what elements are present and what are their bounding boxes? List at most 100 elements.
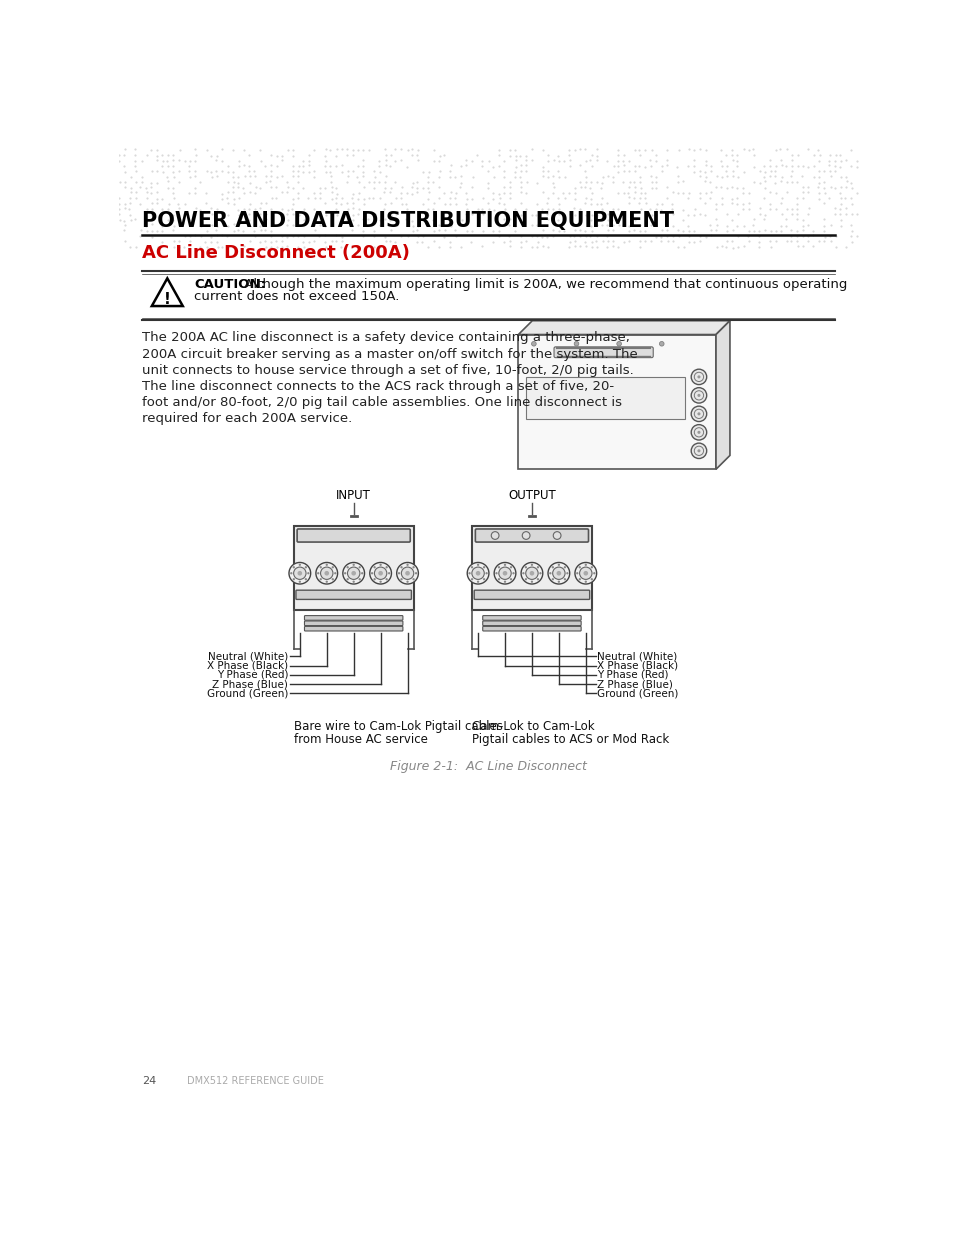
Polygon shape xyxy=(517,321,729,335)
Circle shape xyxy=(691,425,706,440)
Circle shape xyxy=(298,563,301,566)
Text: X Phase (Black): X Phase (Black) xyxy=(597,661,678,671)
Circle shape xyxy=(552,567,564,579)
Circle shape xyxy=(471,566,473,568)
Circle shape xyxy=(538,572,541,574)
Circle shape xyxy=(524,566,526,568)
Circle shape xyxy=(342,562,364,584)
Circle shape xyxy=(319,566,321,568)
Circle shape xyxy=(495,572,497,574)
Circle shape xyxy=(551,566,554,568)
Circle shape xyxy=(476,563,478,566)
Circle shape xyxy=(563,566,565,568)
Circle shape xyxy=(297,571,302,576)
Circle shape xyxy=(578,578,580,580)
Circle shape xyxy=(691,369,706,384)
FancyBboxPatch shape xyxy=(482,621,580,626)
Circle shape xyxy=(512,572,515,574)
Circle shape xyxy=(412,578,415,580)
Circle shape xyxy=(566,572,568,574)
Circle shape xyxy=(525,567,537,579)
Circle shape xyxy=(468,572,470,574)
Circle shape xyxy=(551,578,554,580)
Circle shape xyxy=(503,580,506,583)
Circle shape xyxy=(471,578,473,580)
Polygon shape xyxy=(716,321,729,469)
Circle shape xyxy=(529,571,534,576)
Circle shape xyxy=(379,580,381,583)
Circle shape xyxy=(691,388,706,403)
Circle shape xyxy=(353,580,355,583)
Text: Neutral (White): Neutral (White) xyxy=(208,651,288,662)
Circle shape xyxy=(509,578,512,580)
Circle shape xyxy=(521,572,524,574)
Circle shape xyxy=(547,562,569,584)
Circle shape xyxy=(400,578,402,580)
Circle shape xyxy=(374,567,386,579)
Circle shape xyxy=(325,580,328,583)
Text: POWER AND DATA DISTRIBUTION EQUIPMENT: POWER AND DATA DISTRIBUTION EQUIPMENT xyxy=(142,211,674,231)
Circle shape xyxy=(691,443,706,458)
Text: 200A circuit breaker serving as a master on/off switch for the system. The: 200A circuit breaker serving as a master… xyxy=(142,347,638,361)
Circle shape xyxy=(351,571,355,576)
Circle shape xyxy=(576,572,578,574)
Text: Ground (Green): Ground (Green) xyxy=(207,688,288,698)
Text: unit connects to house service through a set of five, 10-foot, 2/0 pig tails.: unit connects to house service through a… xyxy=(142,364,634,377)
Circle shape xyxy=(497,578,499,580)
Circle shape xyxy=(325,563,328,566)
Circle shape xyxy=(405,571,410,576)
Circle shape xyxy=(346,578,349,580)
Circle shape xyxy=(494,562,516,584)
Circle shape xyxy=(691,406,706,421)
Bar xyxy=(525,377,684,419)
Circle shape xyxy=(558,580,559,583)
Circle shape xyxy=(697,431,700,433)
Bar xyxy=(472,526,592,610)
Circle shape xyxy=(583,571,587,576)
Text: foot and/or 80-foot, 2/0 pig tail cable assemblies. One line disconnect is: foot and/or 80-foot, 2/0 pig tail cable … xyxy=(142,396,622,409)
Circle shape xyxy=(401,567,414,579)
Text: Ground (Green): Ground (Green) xyxy=(597,688,679,698)
Text: OUTPUT: OUTPUT xyxy=(508,489,556,503)
Circle shape xyxy=(697,450,700,452)
Circle shape xyxy=(378,571,382,576)
Circle shape xyxy=(472,567,484,579)
Circle shape xyxy=(360,572,363,574)
Circle shape xyxy=(370,562,391,584)
Circle shape xyxy=(353,563,355,566)
Circle shape xyxy=(498,567,511,579)
Circle shape xyxy=(659,341,663,346)
Circle shape xyxy=(397,572,399,574)
Circle shape xyxy=(590,566,593,568)
Circle shape xyxy=(491,531,498,540)
FancyBboxPatch shape xyxy=(475,529,588,542)
Circle shape xyxy=(344,572,346,574)
Circle shape xyxy=(558,563,559,566)
Circle shape xyxy=(476,580,478,583)
Text: !: ! xyxy=(164,293,171,308)
Circle shape xyxy=(289,562,311,584)
Circle shape xyxy=(503,563,506,566)
Text: Cam-Lok to Cam-Lok: Cam-Lok to Cam-Lok xyxy=(472,720,594,732)
Text: DMX512 REFERENCE GUIDE: DMX512 REFERENCE GUIDE xyxy=(187,1076,324,1086)
Circle shape xyxy=(379,563,381,566)
Bar xyxy=(294,526,414,610)
Text: current does not exceed 150A.: current does not exceed 150A. xyxy=(194,290,399,303)
Circle shape xyxy=(579,567,592,579)
Circle shape xyxy=(412,566,415,568)
FancyBboxPatch shape xyxy=(482,615,580,620)
Circle shape xyxy=(388,572,390,574)
FancyBboxPatch shape xyxy=(304,615,402,620)
Circle shape xyxy=(316,572,319,574)
Text: Y Phase (Red): Y Phase (Red) xyxy=(216,669,288,680)
Circle shape xyxy=(549,572,551,574)
Circle shape xyxy=(482,566,485,568)
FancyBboxPatch shape xyxy=(474,590,589,599)
Circle shape xyxy=(415,572,416,574)
Text: Z Phase (Blue): Z Phase (Blue) xyxy=(597,679,673,689)
Circle shape xyxy=(347,567,359,579)
Circle shape xyxy=(358,578,360,580)
Circle shape xyxy=(400,566,402,568)
Text: AC Line Disconnect (200A): AC Line Disconnect (200A) xyxy=(142,245,410,262)
Circle shape xyxy=(385,566,388,568)
